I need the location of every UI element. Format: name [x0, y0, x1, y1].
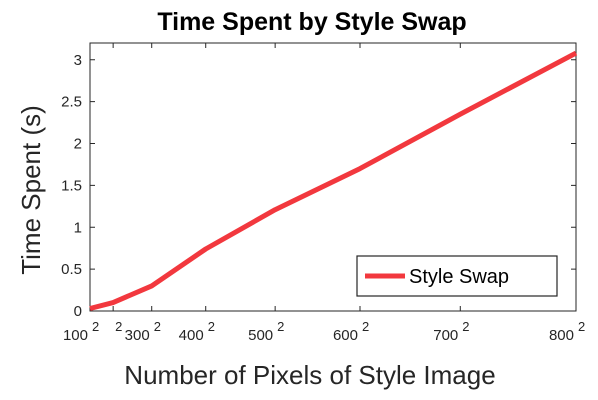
- y-tick-label: 2: [74, 136, 82, 153]
- x-tick-label: 600: [333, 327, 358, 344]
- x-tick-exponent: 2: [277, 319, 284, 334]
- x-tick-exponent: 2: [362, 319, 369, 334]
- series-line-0: [89, 50, 578, 311]
- x-tick-exponent: 2: [208, 319, 215, 334]
- legend-label: Style Swap: [409, 266, 509, 288]
- x-tick-label: 800: [549, 327, 574, 344]
- chart-title: Time Spent by Style Swap: [157, 8, 466, 36]
- x-axis-label: Number of Pixels of Style Image: [124, 360, 495, 390]
- legend: Style Swap: [356, 255, 558, 297]
- y-tick-label: 0.5: [61, 261, 82, 278]
- y-tick-label: 1: [74, 219, 82, 236]
- axes-box: [89, 42, 577, 312]
- x-tick-label: 100: [63, 327, 88, 344]
- x-tick-exponent: 2: [578, 319, 585, 334]
- x-tick-label: 400: [179, 327, 204, 344]
- y-tick-label: 3: [74, 52, 82, 69]
- y-tick-label: 2.5: [61, 94, 82, 111]
- y-axis-label: Time Spent (s): [16, 105, 46, 275]
- x-tick-label: 500: [248, 327, 273, 344]
- x-tick-exponent: 2: [92, 319, 99, 334]
- y-tick-label: 0: [74, 303, 82, 320]
- x-tick-exponent: 2: [462, 319, 469, 334]
- x-tick-label: 300: [125, 327, 150, 344]
- x-tick-exponent: 2: [115, 319, 122, 334]
- y-tick-label: 1.5: [61, 177, 82, 194]
- x-tick-exponent: 2: [154, 319, 161, 334]
- x-tick-label: 700: [433, 327, 458, 344]
